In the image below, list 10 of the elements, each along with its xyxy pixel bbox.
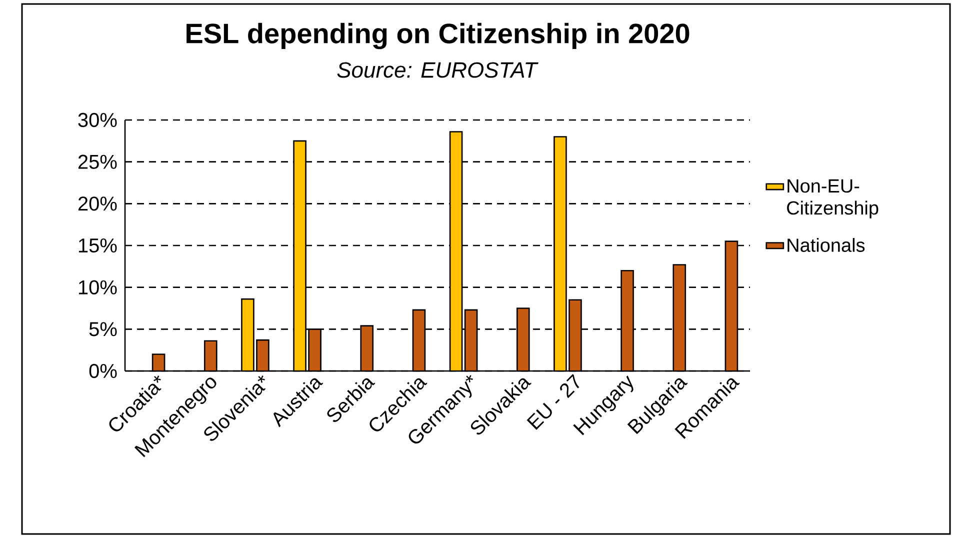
legend-label: Non-EU-Citizenship — [787, 179, 878, 218]
legend-label: Nationals — [788, 238, 865, 252]
y-tick-label: 25% — [78, 154, 117, 169]
y-tick-label: 5% — [89, 322, 117, 336]
chart-title: ESL depending on Citizenship in 2020 — [186, 22, 690, 50]
y-tick-label: 15% — [78, 238, 117, 253]
y-tick-label: 30% — [78, 112, 117, 128]
chart-subtitle: Source: EUROSTAT — [337, 62, 538, 78]
y-tick-label: 20% — [78, 196, 117, 211]
y-tick-label: 10% — [78, 280, 117, 294]
